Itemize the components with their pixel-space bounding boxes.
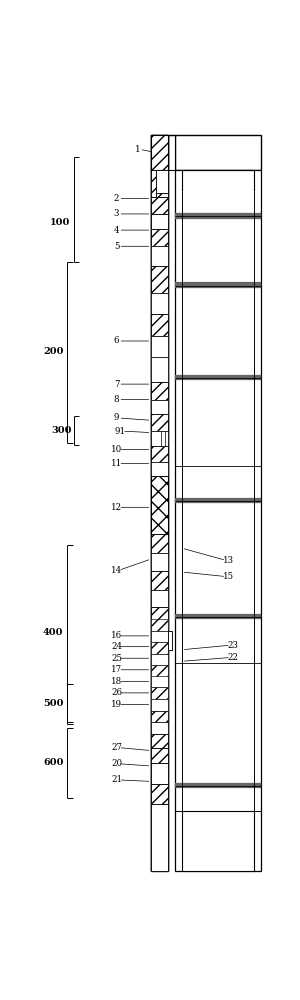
- Bar: [152, 214, 168, 229]
- Text: 16: 16: [111, 631, 122, 640]
- Bar: [152, 431, 168, 446]
- Bar: [152, 699, 168, 711]
- Text: 8: 8: [114, 395, 119, 404]
- Bar: [152, 571, 168, 590]
- Bar: [152, 462, 168, 476]
- Text: 22: 22: [227, 653, 238, 662]
- Bar: [152, 784, 168, 804]
- Bar: [175, 614, 261, 619]
- Text: 7: 7: [114, 380, 119, 389]
- Bar: [152, 414, 168, 431]
- Bar: [152, 607, 168, 624]
- Bar: [152, 197, 168, 214]
- Text: 3: 3: [114, 209, 119, 218]
- Bar: [152, 476, 168, 534]
- Text: 91: 91: [115, 427, 126, 436]
- Text: 200: 200: [43, 347, 64, 356]
- Bar: [182, 811, 254, 871]
- Text: 2: 2: [114, 194, 119, 203]
- Bar: [152, 687, 168, 699]
- Bar: [152, 446, 168, 462]
- Bar: [152, 804, 168, 871]
- Bar: [152, 665, 168, 677]
- Bar: [152, 711, 168, 722]
- Text: 9: 9: [114, 413, 119, 422]
- Bar: [161, 431, 165, 446]
- Bar: [175, 783, 261, 788]
- Text: 6: 6: [114, 336, 119, 345]
- Bar: [156, 170, 168, 193]
- Text: 18: 18: [111, 677, 122, 686]
- Text: 11: 11: [111, 459, 122, 468]
- Text: 14: 14: [111, 566, 122, 575]
- Bar: [152, 722, 168, 734]
- Text: 13: 13: [223, 556, 234, 565]
- Text: 4: 4: [114, 226, 119, 235]
- Text: 10: 10: [111, 445, 122, 454]
- Bar: [152, 293, 168, 314]
- Bar: [152, 170, 156, 197]
- Bar: [152, 763, 168, 784]
- Bar: [165, 135, 168, 534]
- Text: 15: 15: [223, 572, 234, 581]
- Bar: [152, 631, 168, 642]
- Bar: [152, 642, 168, 654]
- Bar: [152, 553, 168, 571]
- Bar: [152, 534, 168, 553]
- Text: 100: 100: [50, 218, 70, 227]
- Bar: [175, 282, 261, 288]
- Bar: [175, 135, 261, 170]
- Bar: [152, 676, 168, 687]
- Text: 400: 400: [43, 628, 64, 637]
- Text: 26: 26: [111, 688, 122, 697]
- Bar: [152, 748, 168, 763]
- Bar: [152, 336, 168, 357]
- Bar: [152, 532, 154, 871]
- Bar: [152, 229, 168, 246]
- Text: 600: 600: [43, 758, 64, 767]
- Bar: [182, 170, 254, 191]
- Bar: [156, 193, 168, 197]
- Bar: [175, 213, 261, 219]
- Bar: [152, 357, 168, 382]
- Bar: [152, 246, 168, 266]
- Text: 19: 19: [111, 700, 122, 709]
- Text: 27: 27: [111, 743, 122, 752]
- Text: 20: 20: [111, 759, 122, 768]
- Text: 1: 1: [135, 145, 140, 154]
- Text: 17: 17: [111, 665, 122, 674]
- Bar: [175, 170, 261, 871]
- Bar: [168, 135, 175, 170]
- Text: 21: 21: [111, 775, 122, 784]
- Bar: [152, 734, 168, 748]
- Bar: [175, 375, 261, 380]
- Bar: [152, 266, 168, 293]
- Bar: [152, 590, 168, 607]
- Bar: [165, 532, 168, 871]
- Bar: [152, 382, 168, 400]
- Text: 24: 24: [111, 642, 122, 651]
- Text: 23: 23: [227, 641, 238, 650]
- Bar: [152, 654, 168, 665]
- Text: 5: 5: [114, 242, 119, 251]
- Bar: [152, 135, 154, 534]
- Text: 25: 25: [111, 654, 122, 663]
- Text: 300: 300: [52, 426, 72, 435]
- Bar: [168, 631, 172, 650]
- Bar: [152, 400, 168, 414]
- Text: 500: 500: [43, 699, 64, 708]
- Bar: [152, 135, 168, 170]
- Bar: [175, 498, 261, 503]
- Text: 12: 12: [111, 503, 122, 512]
- Bar: [152, 314, 168, 336]
- Bar: [152, 619, 168, 631]
